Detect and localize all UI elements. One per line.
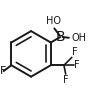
Text: F: F — [74, 60, 80, 70]
Text: F: F — [0, 66, 7, 76]
Text: B: B — [56, 30, 65, 44]
Text: F: F — [72, 47, 78, 57]
Text: F: F — [63, 75, 68, 85]
Text: OH: OH — [71, 33, 86, 43]
Text: HO: HO — [46, 16, 61, 26]
